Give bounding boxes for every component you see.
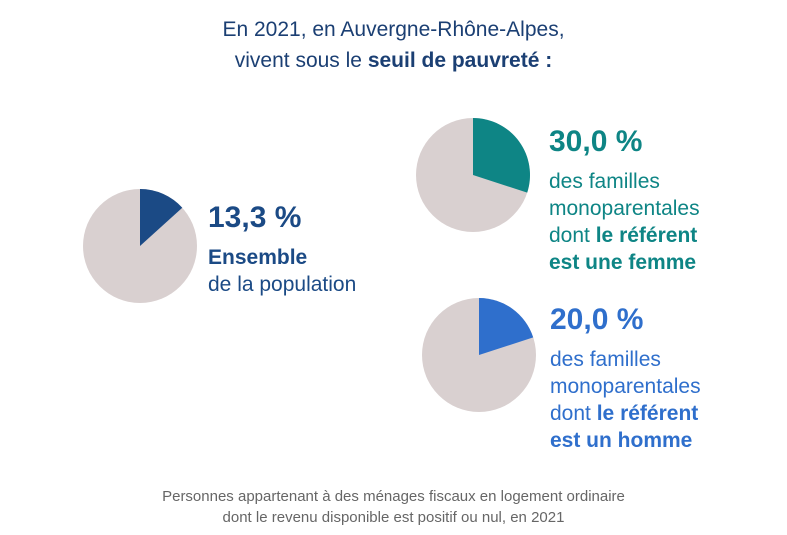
homme-line-4: est un homme: [550, 429, 693, 452]
value-homme: 20,0 %: [550, 303, 644, 336]
homme-line-2: monoparentales: [550, 375, 701, 398]
femme-line-4: est une femme: [549, 251, 697, 274]
pie-ensemble-slice: [140, 189, 183, 246]
pie-femme-slice: [473, 118, 530, 193]
femme-line-2: monoparentales: [549, 197, 700, 220]
ensemble-line-2: de la population: [208, 273, 357, 296]
label-homme: 20,0 % des familles monoparentales dont …: [550, 302, 701, 454]
label-femme: 30,0 % des familles monoparentales dont …: [549, 124, 700, 276]
title-line-2-prefix: vivent sous le: [234, 49, 368, 72]
femme-line-1: des familles: [549, 170, 660, 193]
footnote-line-2: dont le revenu disponible est positif ou…: [222, 509, 565, 526]
value-ensemble: 13,3 %: [208, 201, 302, 234]
femme-line-3: dont le référent: [549, 224, 698, 247]
footnote: Personnes appartenant à des ménages fisc…: [0, 486, 787, 528]
pie-ensemble: [83, 189, 197, 303]
title-line-1: En 2021, en Auvergne-Rhône-Alpes,: [222, 18, 565, 41]
title-line-2: vivent sous le seuil de pauvreté :: [0, 45, 787, 76]
ensemble-line-1: Ensemble: [208, 246, 308, 269]
chart-title: En 2021, en Auvergne-Rhône-Alpes, vivent…: [0, 14, 787, 76]
value-femme: 30,0 %: [549, 125, 643, 158]
homme-line-1: des familles: [550, 348, 661, 371]
pie-homme-slice: [479, 298, 534, 355]
title-line-2-bold: seuil de pauvreté :: [367, 49, 553, 72]
pie-homme: [422, 298, 536, 412]
footnote-line-1: Personnes appartenant à des ménages fisc…: [162, 488, 625, 505]
label-ensemble: 13,3 % Ensemble de la population: [208, 200, 356, 298]
homme-line-3: dont le référent: [550, 402, 699, 425]
pie-femme: [416, 118, 530, 232]
